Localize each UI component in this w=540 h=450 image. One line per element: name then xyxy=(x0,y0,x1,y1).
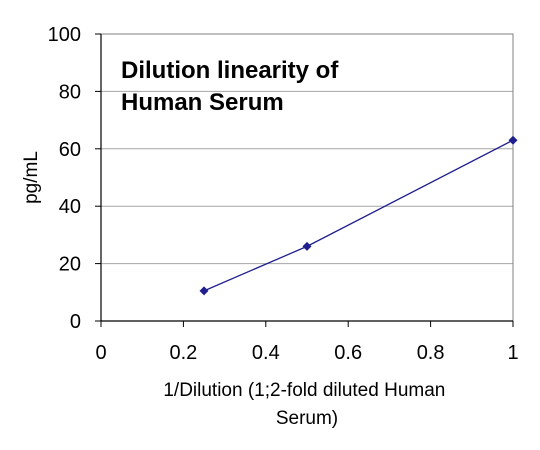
y-tick-label: 20 xyxy=(59,254,81,276)
series xyxy=(199,135,518,296)
y-tick-label: 80 xyxy=(59,81,81,103)
x-tick-label: 0 xyxy=(95,342,106,364)
y-tick-label: 0 xyxy=(70,311,81,333)
y-axis-title: pg/mL xyxy=(21,151,42,204)
x-axis-title: 1/Dilution (1;2-fold diluted Human Serum… xyxy=(163,380,450,429)
y-tick-label: 60 xyxy=(59,139,81,161)
x-tick-label: 0.4 xyxy=(252,342,280,364)
y-tick-labels: 0 20 40 60 80 100 xyxy=(48,24,101,333)
x-tick-label: 0.6 xyxy=(334,342,362,364)
x-tick-label: 1 xyxy=(507,342,518,364)
x-axis-title-line-1: 1/Dilution (1;2-fold diluted Human xyxy=(163,380,445,401)
chart-title: Dilution linearity of Human Serum xyxy=(121,57,345,116)
chart-title-line-2: Human Serum xyxy=(121,89,284,116)
x-axis-title-line-2: Serum) xyxy=(276,408,338,429)
axes xyxy=(100,34,513,322)
y-tick-label: 100 xyxy=(48,24,81,46)
series-line xyxy=(203,139,514,292)
data-point xyxy=(508,135,518,145)
data-point xyxy=(199,286,209,296)
x-tick-label: 0.8 xyxy=(417,342,445,364)
x-tick-label: 0.2 xyxy=(169,342,197,364)
chart-title-line-1: Dilution linearity of xyxy=(121,57,339,84)
data-point xyxy=(302,241,312,251)
y-tick-label: 40 xyxy=(59,196,81,218)
x-tick-labels: 0 0.2 0.4 0.6 0.8 1 xyxy=(95,321,519,364)
